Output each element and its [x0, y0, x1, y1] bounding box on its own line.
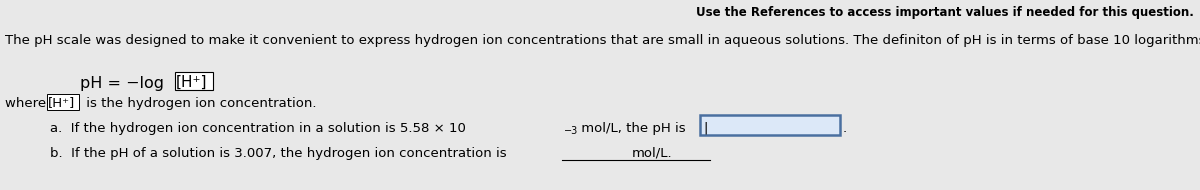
Text: b.  If the pH of a solution is 3.007, the hydrogen ion concentration is: b. If the pH of a solution is 3.007, the… [50, 147, 506, 160]
Text: a.  If the hydrogen ion concentration in a solution is 5.58 × 10: a. If the hydrogen ion concentration in … [50, 122, 466, 135]
Text: [H⁺]: [H⁺] [48, 96, 76, 109]
Text: where: where [5, 97, 50, 110]
Text: [H⁺]: [H⁺] [176, 75, 208, 90]
Text: Use the References to access important values if needed for this question.: Use the References to access important v… [696, 6, 1194, 19]
Text: mol/L, the pH is: mol/L, the pH is [577, 122, 685, 135]
Text: pH = −log: pH = −log [80, 76, 164, 91]
Text: −3: −3 [564, 126, 578, 136]
Text: .: . [842, 122, 847, 135]
Text: The pH scale was designed to make it convenient to express hydrogen ion concentr: The pH scale was designed to make it con… [5, 34, 1200, 47]
Text: |: | [703, 122, 707, 135]
Text: mol/L.: mol/L. [632, 147, 673, 160]
Bar [175, 72, 214, 90]
Bar [47, 94, 79, 110]
Bar [700, 115, 840, 135]
Text: is the hydrogen ion concentration.: is the hydrogen ion concentration. [82, 97, 317, 110]
